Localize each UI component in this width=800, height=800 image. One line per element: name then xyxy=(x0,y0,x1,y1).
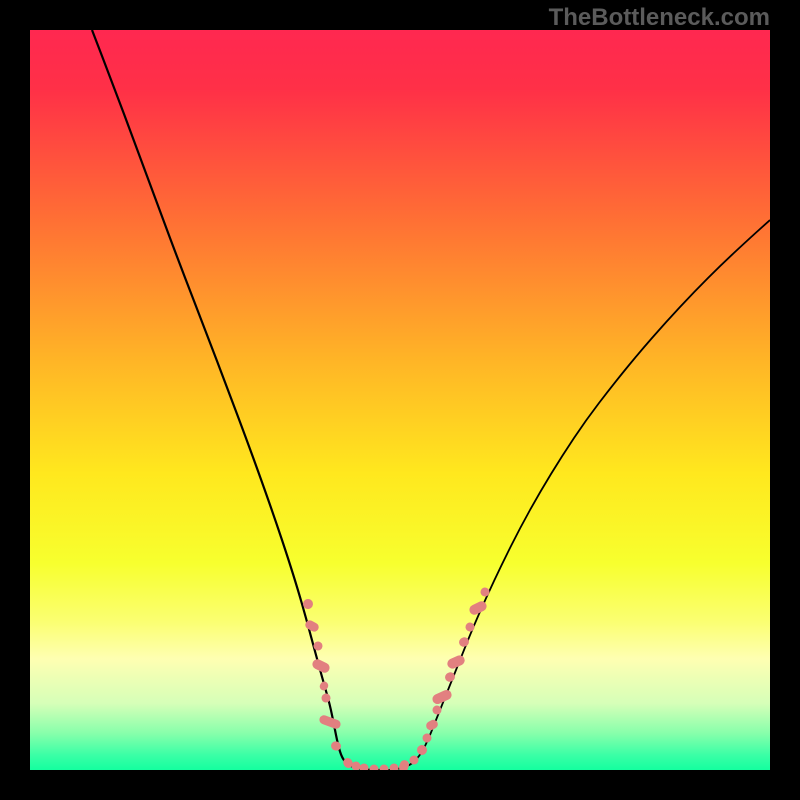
plot-area xyxy=(30,30,770,770)
attribution-label: TheBottleneck.com xyxy=(549,4,770,32)
chart-container: TheBottleneck.com xyxy=(0,0,800,800)
plot-background xyxy=(30,30,770,770)
